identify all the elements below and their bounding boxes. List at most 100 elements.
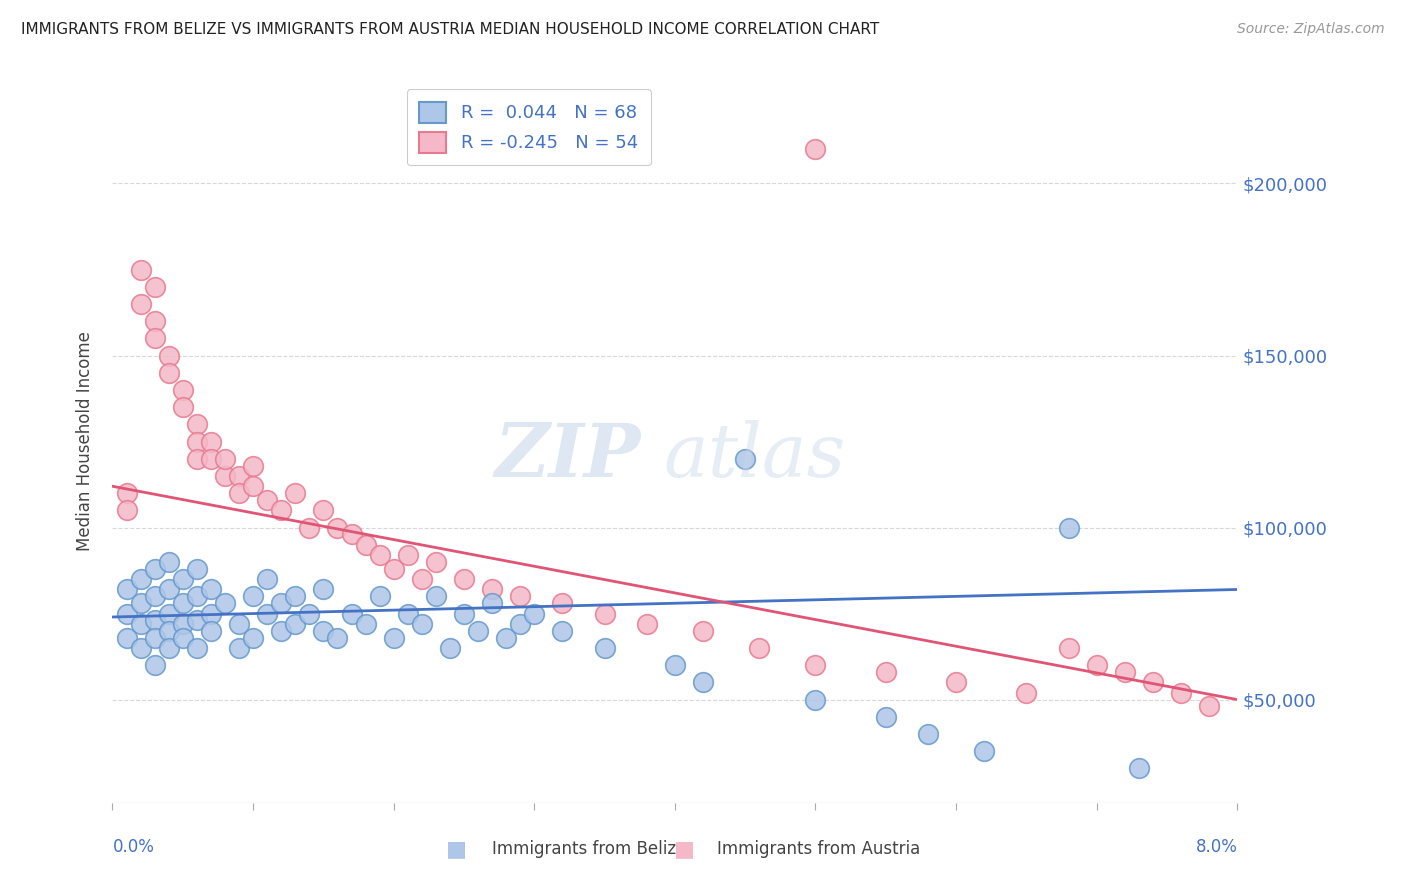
Text: Immigrants from Austria: Immigrants from Austria [717, 840, 921, 858]
Point [172, 596, 194, 610]
Point [115, 503, 138, 517]
Point [242, 590, 264, 604]
Text: atlas: atlas [664, 420, 846, 492]
Point [481, 596, 503, 610]
Point [411, 572, 433, 586]
Point [143, 331, 166, 345]
Point [129, 640, 152, 655]
Point [326, 631, 349, 645]
Point [157, 349, 180, 363]
Point [411, 616, 433, 631]
Point [748, 640, 770, 655]
Point [509, 616, 531, 631]
Point [172, 631, 194, 645]
Point [551, 596, 574, 610]
Point [1057, 520, 1080, 534]
Point [214, 596, 236, 610]
Point [1114, 665, 1136, 679]
Point [186, 434, 208, 449]
Point [917, 727, 939, 741]
Point [467, 624, 489, 638]
Point [143, 314, 166, 328]
Point [1015, 686, 1038, 700]
Point [509, 590, 531, 604]
Point [172, 400, 194, 414]
Point [804, 142, 827, 156]
Point [157, 366, 180, 380]
Point [804, 658, 827, 673]
Point [228, 640, 250, 655]
Point [186, 417, 208, 432]
Text: Source: ZipAtlas.com: Source: ZipAtlas.com [1237, 22, 1385, 37]
Point [326, 520, 349, 534]
Point [270, 596, 292, 610]
Point [242, 479, 264, 493]
Point [256, 572, 278, 586]
Legend: R =  0.044   N = 68, R = -0.245   N = 54: R = 0.044 N = 68, R = -0.245 N = 54 [406, 89, 651, 165]
Point [298, 520, 321, 534]
Point [115, 582, 138, 597]
Point [453, 572, 475, 586]
Point [945, 675, 967, 690]
Point [143, 658, 166, 673]
Point [200, 434, 222, 449]
Point [284, 486, 307, 500]
Point [157, 624, 180, 638]
Point [593, 640, 616, 655]
Point [186, 614, 208, 628]
Point [340, 607, 363, 621]
Point [368, 590, 391, 604]
Point [1198, 699, 1220, 714]
Point [551, 624, 574, 638]
Point [312, 582, 335, 597]
Point [143, 590, 166, 604]
Point [242, 458, 264, 473]
Point [186, 590, 208, 604]
Point [115, 486, 138, 500]
Point [396, 548, 419, 562]
Point [214, 451, 236, 466]
Point [129, 262, 152, 277]
Point [453, 607, 475, 621]
Point [354, 538, 377, 552]
Point [1057, 640, 1080, 655]
Y-axis label: Median Household Income: Median Household Income [76, 332, 94, 551]
Text: ■: ■ [675, 839, 695, 859]
Point [172, 572, 194, 586]
Point [157, 607, 180, 621]
Point [312, 624, 335, 638]
Text: Immigrants from Belize: Immigrants from Belize [492, 840, 686, 858]
Point [1085, 658, 1108, 673]
Point [312, 503, 335, 517]
Point [495, 631, 517, 645]
Text: IMMIGRANTS FROM BELIZE VS IMMIGRANTS FROM AUSTRIA MEDIAN HOUSEHOLD INCOME CORREL: IMMIGRANTS FROM BELIZE VS IMMIGRANTS FRO… [21, 22, 879, 37]
Text: ■: ■ [447, 839, 467, 859]
Point [143, 614, 166, 628]
Point [368, 548, 391, 562]
Point [214, 469, 236, 483]
Point [200, 624, 222, 638]
Point [298, 607, 321, 621]
Point [172, 616, 194, 631]
Point [593, 607, 616, 621]
Point [129, 616, 152, 631]
Point [664, 658, 686, 673]
Point [256, 607, 278, 621]
Point [425, 555, 447, 569]
Text: ZIP: ZIP [495, 420, 641, 492]
Point [382, 562, 405, 576]
Point [481, 582, 503, 597]
Point [143, 631, 166, 645]
Point [228, 469, 250, 483]
Point [129, 596, 152, 610]
Point [186, 562, 208, 576]
Point [129, 572, 152, 586]
Point [875, 665, 897, 679]
Point [270, 503, 292, 517]
Point [200, 451, 222, 466]
Point [129, 297, 152, 311]
Point [396, 607, 419, 621]
Point [734, 451, 756, 466]
Point [973, 744, 995, 758]
Point [692, 624, 714, 638]
